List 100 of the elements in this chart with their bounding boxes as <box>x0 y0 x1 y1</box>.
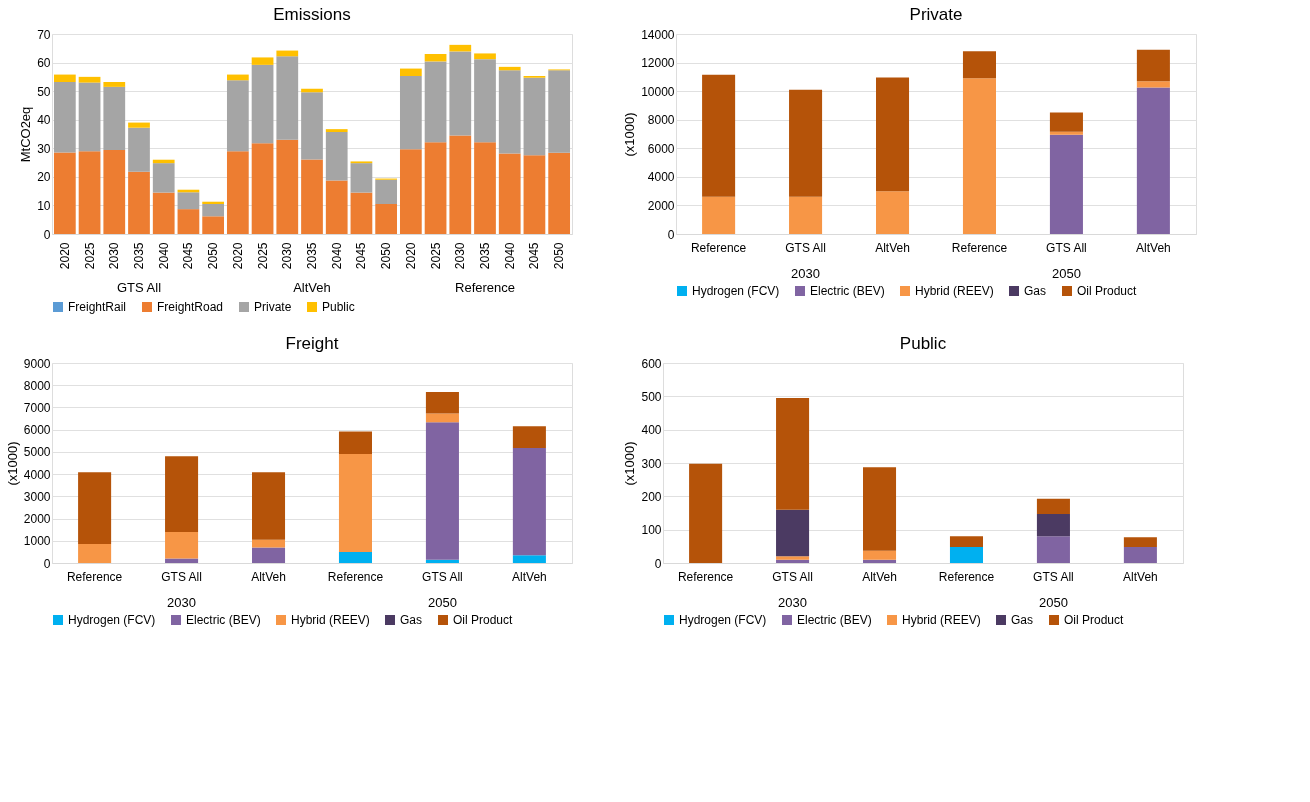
legend-label: Gas <box>1011 613 1034 627</box>
y-tick-label: 8000 <box>23 378 51 393</box>
legend-label: Oil Product <box>1077 284 1138 298</box>
x-tick-label: Reference <box>66 569 123 584</box>
y-tick-label: 5000 <box>23 445 51 460</box>
y-tick-label: 2000 <box>647 198 675 213</box>
y-tick-label: 6000 <box>647 141 675 156</box>
bar <box>474 59 496 143</box>
bar <box>449 135 472 234</box>
y-tick-label: 7000 <box>23 400 51 415</box>
x-tick-label: 2030 <box>453 242 468 270</box>
bar <box>425 391 459 414</box>
y-tick-label: 9000 <box>23 356 51 371</box>
bar <box>152 192 175 234</box>
y-tick-label: 8000 <box>647 113 675 128</box>
bar <box>512 448 546 556</box>
chart-title: Freight <box>285 334 339 353</box>
legend-label: Electric (BEV) <box>810 284 885 298</box>
bar <box>689 463 723 563</box>
y-tick-label: 0 <box>43 227 51 242</box>
bar <box>53 74 76 82</box>
y-axis-title: (x1000) <box>622 112 638 157</box>
x-tick-label: 2035 <box>305 242 319 270</box>
legend-label: Oil Product <box>1064 613 1125 627</box>
x-tick-label: 2035 <box>478 242 492 270</box>
bar <box>103 86 126 150</box>
bar <box>449 44 472 52</box>
bar <box>325 129 348 132</box>
text: 2050 <box>1051 266 1081 281</box>
x-tick-label: AltVeh <box>862 569 897 584</box>
x-tick-label: AltVeh <box>1123 569 1158 584</box>
x-tick-label: GTS All <box>422 569 463 584</box>
legend-label: FreightRoad <box>157 300 224 314</box>
bar <box>1123 547 1157 563</box>
text: Reference <box>455 280 515 295</box>
legend-label: Electric (BEV) <box>797 613 872 627</box>
bar <box>177 192 200 210</box>
x-tick-label: 2040 <box>502 242 517 270</box>
bar <box>226 151 249 234</box>
text: 2030 <box>791 266 821 281</box>
bar <box>702 74 736 197</box>
legend-label: Gas <box>400 613 423 627</box>
legend-label: FreightRail <box>68 300 127 314</box>
bar <box>1136 87 1170 234</box>
bar <box>512 426 546 449</box>
bar <box>1036 536 1070 563</box>
x-tick-label: 2020 <box>403 242 418 270</box>
bar <box>425 413 459 423</box>
y-tick-label: 0 <box>667 227 675 242</box>
x-tick-label: Reference <box>951 240 1008 255</box>
x-tick-label: 2040 <box>156 242 171 270</box>
text: GTS All <box>116 280 162 295</box>
x-tick-label: Reference <box>938 569 995 584</box>
bar <box>548 70 571 153</box>
bar <box>789 196 823 234</box>
y-tick-label: 4000 <box>647 170 675 185</box>
bar <box>165 558 199 563</box>
bar <box>449 51 472 136</box>
x-tick-label: 2040 <box>329 242 344 270</box>
x-tick-label: GTS All <box>785 240 826 255</box>
bar <box>252 539 286 548</box>
bar <box>512 555 546 563</box>
bar <box>128 122 150 128</box>
x-tick-label: 2030 <box>107 242 122 270</box>
x-tick-label: 2050 <box>379 242 394 270</box>
legend-label: Hydrogen (FCV) <box>679 613 767 627</box>
bar <box>424 61 447 143</box>
bar <box>325 180 348 234</box>
bar <box>962 78 996 234</box>
legend-label: Gas <box>1024 284 1047 298</box>
x-tick-label: AltVeh <box>512 569 547 584</box>
x-tick-label: GTS All <box>1046 240 1087 255</box>
legend-label: Oil Product <box>453 613 514 627</box>
y-tick-label: 600 <box>641 356 662 371</box>
x-tick-label: 2025 <box>428 242 443 270</box>
bar <box>1036 514 1070 537</box>
x-tick-label: AltVeh <box>251 569 286 584</box>
bar <box>1049 134 1083 234</box>
x-tick-label: 2020 <box>230 242 245 270</box>
bar <box>177 209 200 234</box>
text: 2030 <box>167 595 197 610</box>
y-tick-label: 3000 <box>23 489 51 504</box>
bar <box>78 151 101 234</box>
y-tick-label: 1000 <box>23 534 51 549</box>
x-tick-label: Reference <box>327 569 384 584</box>
legend-label: Hybrid (REEV) <box>915 284 994 298</box>
bar <box>498 70 521 154</box>
x-tick-label: AltVeh <box>1136 240 1171 255</box>
bar <box>424 54 447 62</box>
x-tick-label: GTS All <box>772 569 813 584</box>
text: 2050 <box>427 595 457 610</box>
bar <box>523 155 546 234</box>
bar <box>1036 498 1070 514</box>
bar <box>338 431 372 455</box>
y-tick-label: 2000 <box>23 512 51 527</box>
x-tick-label: 2020 <box>57 242 72 270</box>
bar <box>338 551 372 563</box>
bar <box>276 56 299 140</box>
y-tick-label: 300 <box>641 456 662 471</box>
chart-title: Public <box>899 334 947 353</box>
